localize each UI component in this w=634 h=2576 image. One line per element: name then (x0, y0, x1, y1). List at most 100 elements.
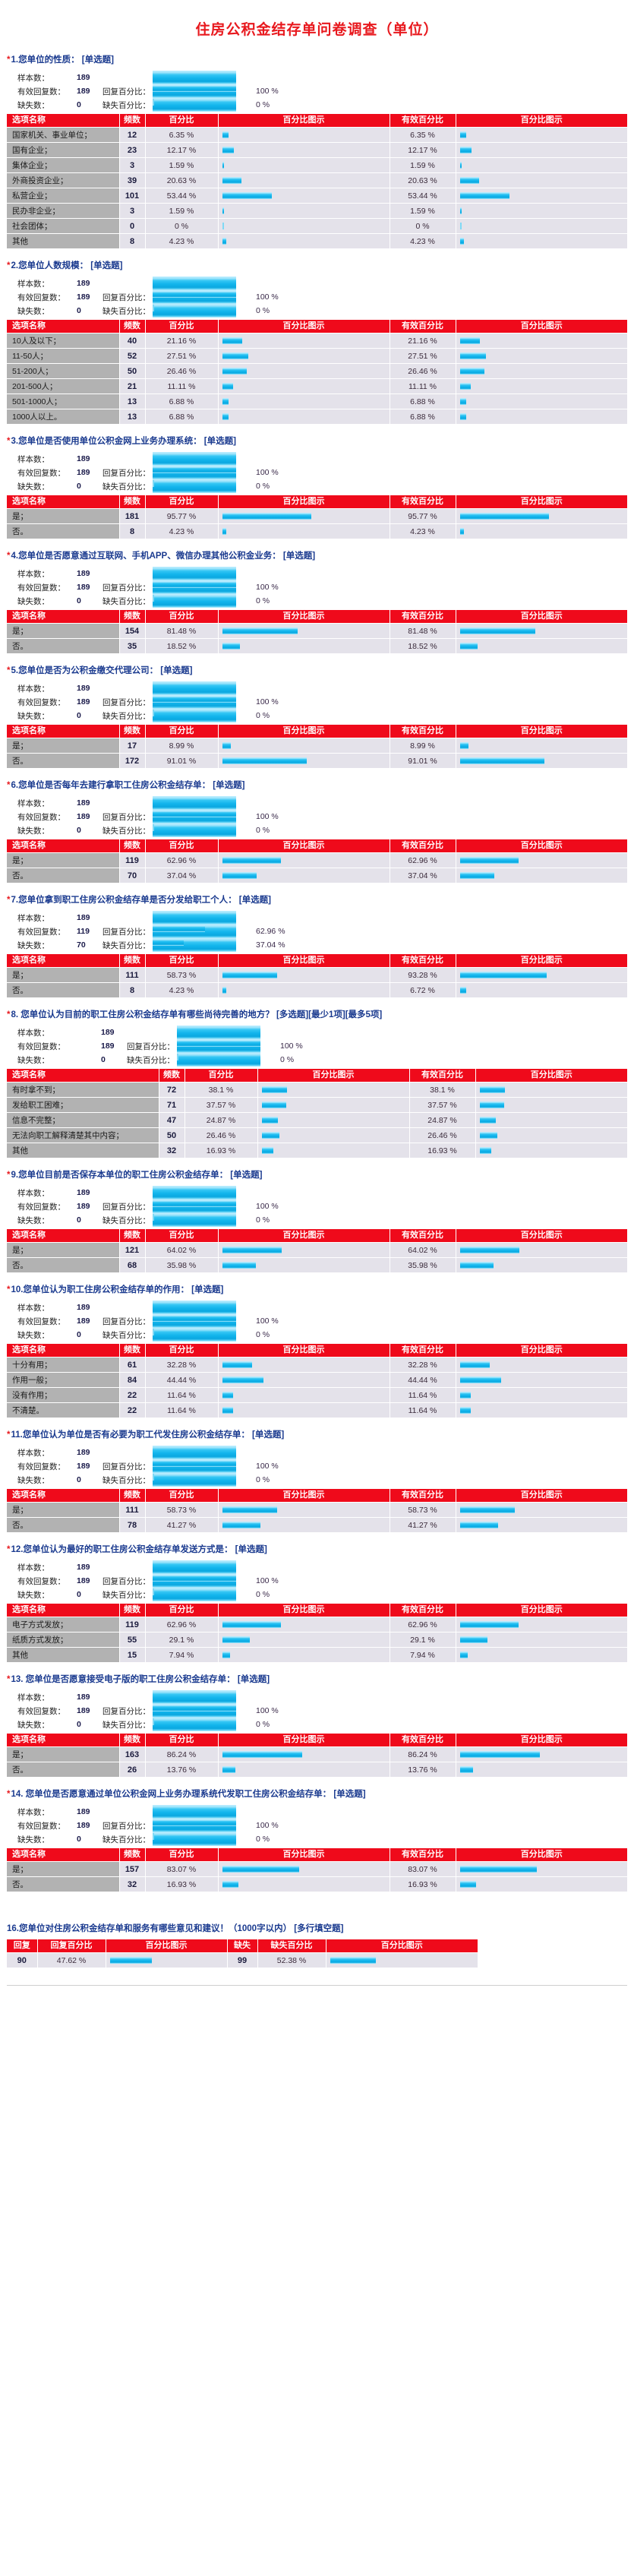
row-frequency: 72 (159, 1082, 185, 1098)
valid-value: 189 (77, 292, 90, 302)
table-row: 是； 181 95.77 % 95.77 % (7, 508, 627, 524)
summary-row-sample: 样本数： 189 (7, 1186, 279, 1199)
results-table-header-row: 选项名称 频数 百分比 百分比图示 有效百分比 百分比图示 (7, 1069, 627, 1083)
row-option-label: 电子方式发放； (7, 1617, 120, 1633)
row-option-label: 其他 (7, 233, 120, 249)
row-percent-bar (218, 738, 390, 754)
missing-percent-value: 0 % (256, 1835, 270, 1844)
valid-value: 189 (77, 697, 90, 706)
sample-label: 样本数： (17, 1448, 49, 1458)
row-valid-percent-bar (475, 1127, 627, 1143)
sample-label: 样本数： (17, 913, 49, 923)
question-number: 2. (11, 261, 19, 270)
row-option-label: 外商投资企业； (7, 172, 120, 188)
missing-percent-value: 0 % (256, 1215, 270, 1225)
row-valid-percent: 64.02 % (390, 1242, 456, 1258)
table-row: 社会团体； 0 0 % 0 % (7, 218, 627, 234)
row-frequency: 68 (119, 1257, 146, 1273)
row-option-label: 11-50人； (7, 348, 120, 364)
row-option-label: 集体企业； (7, 157, 120, 173)
row-percent-bar (218, 188, 390, 204)
question-block: *9.您单位目前是否保存本单位的职工住房公积金结存单： [单选题] 样本数： 189… (0, 1169, 634, 1273)
missing-value: 0 (77, 482, 81, 491)
summary-row-valid: 有效回复数： 189 回复百分比： 100 % (7, 695, 279, 709)
question-block-open: 16.您单位对住房公积金结存单和服务有哪些意见和建议！（1000字以内） [多行… (0, 1923, 634, 1968)
results-table: 选项名称 频数 百分比 百分比图示 有效百分比 百分比图示 有时拿不到； 72 38.1 % 38… (7, 1069, 627, 1158)
question-text: 您单位的性质： (18, 55, 80, 65)
reply-percent-value: 100 % (256, 583, 279, 592)
row-valid-percent-bar (456, 1242, 627, 1258)
valid-label: 有效回复数： (17, 292, 65, 302)
results-table-header-row: 选项名称 频数 百分比 百分比图示 有效百分比 百分比图示 (7, 114, 627, 128)
required-star-icon: * (7, 1285, 11, 1294)
required-star-icon: * (7, 1675, 11, 1684)
question-type: [单选题] (280, 552, 316, 561)
row-valid-percent-bar (456, 1387, 627, 1403)
summary-row-sample: 样本数： 189 (7, 1560, 279, 1574)
question-block: *10.您单位认为职工住房公积金结存单的作用： [单选题] 样本数： 189 有效回复… (0, 1284, 634, 1418)
row-valid-percent-bar (475, 1097, 627, 1113)
reply-percent-value: 100 % (256, 1706, 279, 1715)
row-option-label: 社会团体； (7, 218, 120, 234)
row-percent-bar (257, 1082, 410, 1098)
question-title: *1.您单位的性质： [单选题] (7, 54, 627, 66)
table-row: 501-1000人； 13 6.88 % 6.88 % (7, 394, 627, 409)
summary-row-missing: 缺失数： 0 缺失百分比： 0 % (7, 479, 279, 493)
row-frequency: 47 (159, 1112, 185, 1128)
missing-percent-label: 缺失百分比： (103, 306, 150, 316)
question-type: [单选题] (188, 1285, 224, 1294)
sample-label: 样本数： (17, 454, 49, 464)
missing-label: 缺失数： (17, 1055, 49, 1065)
table-row: 否。 70 37.04 % 37.04 % (7, 868, 627, 883)
row-percent-bar (218, 1746, 390, 1762)
row-option-label: 否。 (7, 1762, 120, 1778)
summary-row-missing: 缺失数： 0 缺失百分比： 0 % (7, 1053, 303, 1067)
missing-value: 0 (77, 826, 81, 835)
row-percent-bar (257, 1112, 410, 1128)
col-option: 选项名称 (7, 1848, 120, 1862)
results-table-header-row: 选项名称 频数 百分比 百分比图示 有效百分比 百分比图示 (7, 1848, 627, 1862)
col-percent: 百分比 (145, 839, 219, 853)
row-valid-percent: 20.63 % (390, 172, 456, 188)
question-title-open: 16.您单位对住房公积金结存单和服务有哪些意见和建议！（1000字以内） [多行… (7, 1923, 627, 1935)
missing-label: 缺失数： (17, 596, 49, 606)
row-percent-bar (218, 982, 390, 998)
missing-percent-label: 缺失百分比： (103, 711, 150, 721)
col-percent: 百分比 (145, 1344, 219, 1358)
missing-percent-value: 0 % (256, 482, 270, 491)
summary-row-sample: 样本数： 189 (7, 71, 279, 84)
valid-label: 有效回复数： (17, 1202, 65, 1212)
col-valid-percent: 有效百分比 (390, 1229, 456, 1243)
row-option-label: 是； (7, 1746, 120, 1762)
table-row: 国家机关、事业单位； 12 6.35 % 6.35 % (7, 127, 627, 143)
col-percent: 百分比 (145, 954, 219, 968)
row-valid-percent: 41.27 % (390, 1517, 456, 1533)
row-frequency: 15 (119, 1647, 146, 1663)
row-percent-bar (218, 1372, 390, 1388)
row-percent: 62.96 % (145, 1617, 219, 1633)
col-valid-percent-chart: 百分比图示 (456, 1848, 627, 1862)
table-row: 51-200人； 50 26.46 % 26.46 % (7, 363, 627, 379)
valid-label: 有效回复数： (17, 1041, 65, 1051)
col-percent: 百分比 (145, 725, 219, 738)
missing-label: 缺失数： (17, 306, 49, 316)
question-type: [单选题] (79, 55, 114, 65)
table-row: 否。 35 18.52 % 18.52 % (7, 638, 627, 654)
row-valid-percent-bar (456, 363, 627, 379)
row-option-label: 国家机关、事业单位； (7, 127, 120, 143)
col-option: 选项名称 (7, 114, 120, 128)
row-valid-percent: 16.93 % (409, 1143, 476, 1158)
reply-percent-value: 100 % (256, 87, 279, 96)
valid-label: 有效回复数： (17, 583, 65, 593)
col-percent: 百分比 (145, 495, 219, 509)
row-option-label: 10人及以下； (7, 333, 120, 349)
col-valid-percent: 有效百分比 (409, 1069, 476, 1083)
summary-row-missing: 缺失数： 0 缺失百分比： 0 % (7, 98, 279, 112)
col-reply-percent: 回复百分比 (37, 1939, 106, 1953)
row-percent: 21.16 % (145, 333, 219, 349)
row-frequency: 8 (119, 233, 146, 249)
summary-row-valid: 有效回复数： 189 回复百分比： 100 % (7, 1819, 279, 1832)
summary-row-valid: 有效回复数： 189 回复百分比： 100 % (7, 1574, 279, 1588)
col-frequency: 频数 (119, 725, 146, 738)
reply-percent-label: 回复百分比： (103, 583, 150, 593)
